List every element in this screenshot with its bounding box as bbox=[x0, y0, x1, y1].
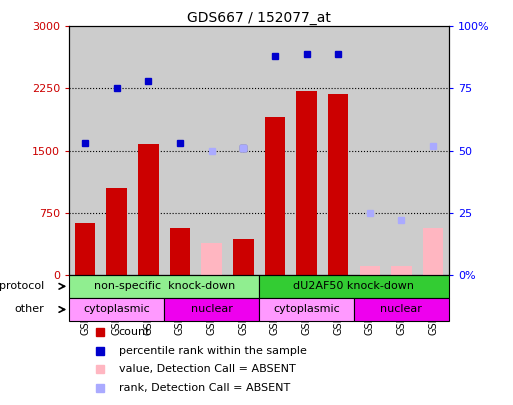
Bar bbox=[138, 144, 159, 275]
Text: percentile rank within the sample: percentile rank within the sample bbox=[119, 345, 306, 356]
Text: dU2AF50 knock-down: dU2AF50 knock-down bbox=[293, 281, 415, 291]
Text: count: count bbox=[119, 327, 150, 337]
Bar bbox=[196, 26, 227, 275]
Text: protocol: protocol bbox=[0, 281, 44, 291]
Bar bbox=[322, 26, 354, 275]
Bar bbox=[164, 26, 196, 275]
Bar bbox=[233, 239, 253, 275]
Bar bbox=[259, 275, 449, 298]
Text: nuclear: nuclear bbox=[381, 305, 422, 315]
Bar bbox=[69, 275, 259, 298]
Bar bbox=[391, 266, 412, 275]
Bar bbox=[101, 26, 132, 275]
Bar bbox=[164, 298, 259, 321]
Text: non-specific  knock-down: non-specific knock-down bbox=[93, 281, 235, 291]
Bar bbox=[328, 94, 348, 275]
Bar bbox=[259, 26, 291, 275]
Bar bbox=[417, 26, 449, 275]
Bar bbox=[386, 26, 417, 275]
Bar bbox=[69, 298, 164, 321]
Bar bbox=[75, 223, 95, 275]
Text: value, Detection Call = ABSENT: value, Detection Call = ABSENT bbox=[119, 364, 295, 374]
Bar bbox=[69, 26, 101, 275]
Bar bbox=[354, 26, 386, 275]
Bar bbox=[201, 243, 222, 275]
Bar bbox=[132, 26, 164, 275]
Bar bbox=[265, 117, 285, 275]
Bar bbox=[259, 298, 354, 321]
Text: cytoplasmic: cytoplasmic bbox=[83, 305, 150, 315]
Bar bbox=[106, 188, 127, 275]
Bar bbox=[170, 228, 190, 275]
Text: nuclear: nuclear bbox=[191, 305, 232, 315]
Text: other: other bbox=[14, 305, 44, 315]
Bar bbox=[360, 266, 380, 275]
Bar bbox=[423, 228, 443, 275]
Bar bbox=[354, 298, 449, 321]
Bar bbox=[291, 26, 322, 275]
Text: cytoplasmic: cytoplasmic bbox=[273, 305, 340, 315]
Title: GDS667 / 152077_at: GDS667 / 152077_at bbox=[187, 11, 331, 25]
Bar bbox=[296, 91, 317, 275]
Text: rank, Detection Call = ABSENT: rank, Detection Call = ABSENT bbox=[119, 383, 290, 393]
Bar bbox=[227, 26, 259, 275]
